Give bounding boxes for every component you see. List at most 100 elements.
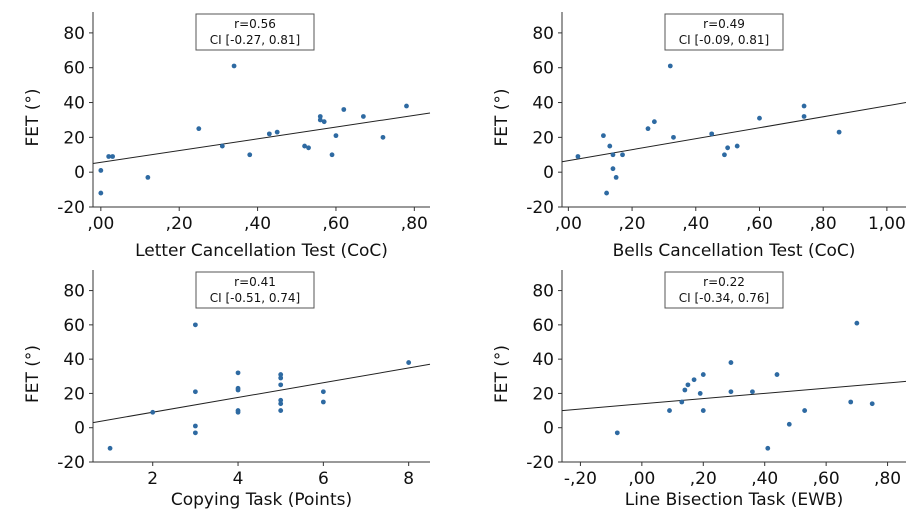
data-point — [575, 154, 581, 159]
x-tick-label: 6 — [318, 469, 329, 489]
x-tick-label: ,00 — [555, 214, 582, 234]
data-point — [306, 145, 311, 151]
data-point — [774, 372, 780, 377]
data-point — [192, 389, 198, 395]
y-tick-label: 20 — [532, 128, 554, 148]
data-point — [667, 63, 673, 69]
y-tick-label: 20 — [532, 384, 554, 404]
y-tick-label: 0 — [74, 419, 85, 439]
data-point — [380, 134, 386, 140]
x-axis-label: Letter Cancellation Test (CoC) — [135, 241, 388, 261]
y-tick-label: -20 — [57, 198, 85, 218]
correlation-label: r=0.22 — [703, 275, 745, 289]
data-point — [801, 114, 807, 119]
y-tick-label: 60 — [532, 59, 554, 79]
data-point — [320, 399, 326, 405]
data-point — [869, 401, 875, 407]
y-tick-label: 0 — [74, 163, 85, 183]
y-tick-label: 80 — [63, 282, 85, 302]
y-tick-label: 20 — [63, 384, 85, 404]
x-tick-label: ,40 — [682, 214, 709, 234]
data-point — [278, 397, 284, 403]
y-tick-label: 0 — [543, 163, 554, 183]
data-point — [333, 133, 339, 139]
data-point — [247, 152, 253, 158]
data-point — [728, 389, 734, 395]
x-axis-label: Line Bisection Task (EWB) — [625, 490, 843, 510]
x-tick-label: ,80 — [401, 214, 428, 234]
scatter-panel-4: -20 0 20 40 60 80 -,20 ,00 ,20 ,40 ,60 ,80 Line Bise… — [492, 270, 906, 510]
x-tick-label: ,60 — [813, 469, 840, 489]
stats-box — [195, 271, 315, 309]
data-point — [235, 387, 241, 393]
data-point — [682, 387, 688, 393]
data-point — [196, 126, 202, 132]
confidence-interval-label: CI [-0.51, 0.74] — [210, 291, 301, 305]
data-point — [231, 63, 237, 69]
data-point — [728, 360, 734, 365]
data-point — [192, 430, 198, 436]
y-axis-label: FET (°) — [492, 345, 512, 403]
data-point — [750, 389, 755, 395]
y-tick-label: 0 — [543, 419, 554, 439]
data-point — [278, 408, 284, 413]
data-point — [700, 372, 706, 377]
x-tick-label: 8 — [403, 469, 414, 489]
confidence-interval-label: CI [-0.09, 0.81] — [679, 33, 770, 47]
scatter-panel-3: -20 0 20 40 60 80 2 4 6 8 Copying Task (Points) FET… — [23, 270, 431, 510]
x-tick-label: ,40 — [751, 469, 778, 489]
y-tick-label: 40 — [63, 94, 85, 114]
data-point — [802, 408, 808, 413]
y-tick-label: 80 — [63, 24, 85, 44]
regression-line — [561, 102, 906, 163]
data-point — [679, 399, 685, 405]
stats-box — [664, 13, 784, 51]
y-tick-label: 40 — [532, 350, 554, 370]
y-tick-label: 60 — [63, 59, 85, 79]
y-axis-label: FET (°) — [23, 345, 43, 403]
data-point — [620, 152, 625, 158]
data-point — [317, 117, 323, 123]
x-tick-label: ,40 — [244, 214, 271, 234]
data-point — [722, 152, 727, 158]
data-point — [98, 190, 104, 196]
data-point — [801, 103, 807, 109]
x-axis-label: Copying Task (Points) — [171, 490, 352, 510]
data-point — [671, 134, 676, 140]
data-point — [278, 375, 284, 381]
data-point — [150, 409, 156, 415]
data-point — [610, 152, 616, 158]
data-point — [329, 152, 335, 158]
data-point — [765, 445, 771, 451]
x-tick-label: ,00 — [87, 214, 114, 234]
data-point — [725, 145, 731, 151]
y-tick-label: 40 — [532, 94, 554, 114]
x-tick-label: ,00 — [628, 469, 655, 489]
data-point — [667, 408, 672, 413]
data-point — [685, 382, 691, 388]
data-point — [406, 360, 412, 365]
correlation-label: r=0.41 — [234, 275, 276, 289]
data-point — [700, 408, 706, 413]
y-tick-label: -20 — [57, 453, 85, 473]
stats-box — [664, 271, 784, 309]
data-point — [848, 399, 854, 405]
data-point — [274, 129, 280, 135]
data-point — [266, 131, 272, 137]
data-point — [235, 409, 241, 415]
scatter-panel-1: -20 0 20 40 60 80 ,00 ,20 ,40 ,60 ,80 Letter Cancel… — [23, 12, 431, 261]
data-point — [317, 114, 323, 119]
x-tick-label: ,80 — [810, 214, 837, 234]
stats-box — [195, 13, 315, 51]
x-tick-label: ,60 — [746, 214, 773, 234]
x-tick-label: 4 — [233, 469, 244, 489]
y-tick-label: -20 — [526, 453, 554, 473]
data-point — [360, 114, 366, 119]
x-tick-label: ,20 — [619, 214, 646, 234]
scatter-panel-2: -20 0 20 40 60 80 ,00 ,20 ,40 ,60 ,80 1,00 Bells Can… — [492, 12, 906, 261]
y-tick-label: -20 — [526, 198, 554, 218]
data-point — [98, 168, 104, 173]
data-point — [645, 126, 651, 132]
data-point — [604, 190, 609, 196]
